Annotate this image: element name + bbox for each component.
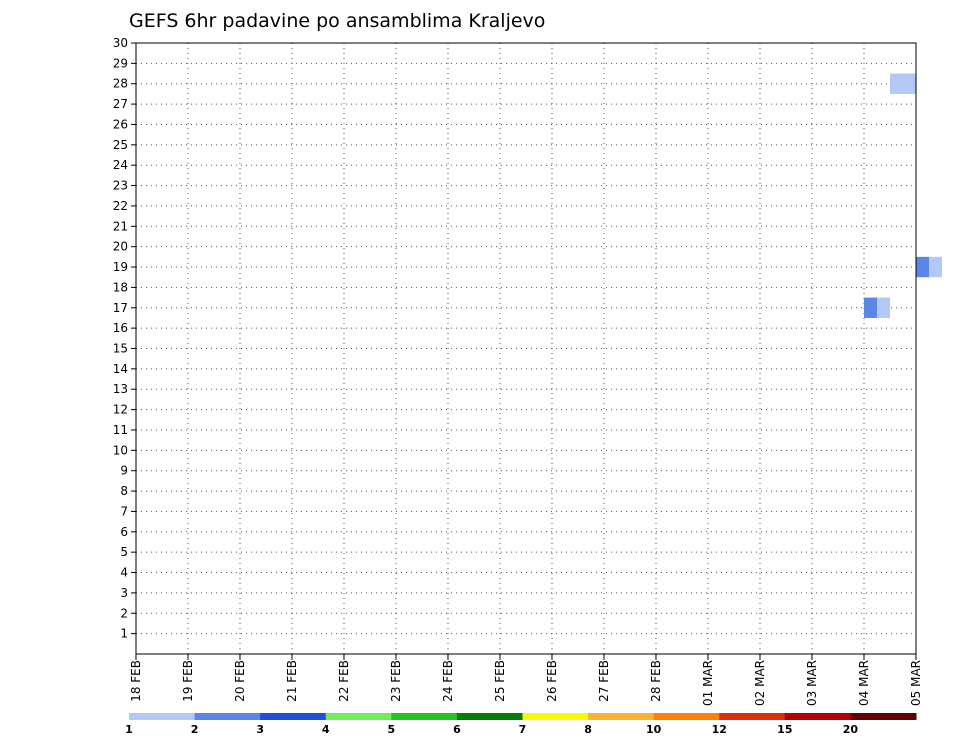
x-tick-label: 04 MAR — [857, 660, 871, 706]
colorbar-label: 5 — [388, 723, 396, 736]
y-tick-label: 9 — [120, 464, 128, 478]
y-tick-label: 18 — [113, 280, 128, 294]
colorbar-swatch — [194, 713, 261, 720]
y-tick-label: 10 — [113, 443, 128, 457]
colorbar-label: 6 — [453, 723, 461, 736]
y-tick-label: 27 — [113, 97, 128, 111]
x-tick-label: 02 MAR — [753, 660, 767, 706]
y-tick-label: 14 — [113, 362, 128, 376]
colorbar-label: 1 — [125, 723, 133, 736]
colorbar-swatch — [456, 713, 523, 720]
y-tick-label: 21 — [113, 219, 128, 233]
y-tick-label: 29 — [113, 56, 128, 70]
colorbar-label: 7 — [519, 723, 527, 736]
precip-cell — [916, 256, 929, 278]
colorbar-label: 8 — [584, 723, 592, 736]
y-tick-label: 1 — [120, 627, 128, 641]
x-tick-label: 18 FEB — [129, 660, 143, 702]
x-tick-label: 01 MAR — [701, 660, 715, 706]
colorbar-swatch — [325, 713, 392, 720]
x-tick-label: 20 FEB — [233, 660, 247, 702]
y-tick-label: 30 — [113, 36, 128, 50]
colorbar-swatch — [719, 713, 786, 720]
x-axis: 18 FEB 19 FEB 20 FEB 21 FEB 22 FEB 23 FEB 24 F… — [129, 654, 923, 706]
precip-cell — [903, 73, 916, 94]
y-tick-label: 28 — [113, 77, 128, 91]
y-tick-label: 4 — [120, 566, 128, 580]
y-tick-label: 13 — [113, 382, 128, 396]
colorbar-label: 4 — [322, 723, 330, 736]
colorbar-label: 20 — [843, 723, 859, 736]
y-tick-label: 25 — [113, 138, 128, 152]
y-tick-label: 23 — [113, 179, 128, 193]
y-tick-label: 17 — [113, 301, 128, 315]
y-axis: 1234567891011121314151617181920212223242… — [113, 36, 136, 641]
colorbar-legend: 1 2 3 4 5 6 7 8 10 12 15 20 — [125, 713, 917, 736]
y-tick-label: 11 — [113, 423, 128, 437]
x-tick-label: 21 FEB — [285, 660, 299, 702]
colorbar-label: 3 — [256, 723, 264, 736]
colorbar-label: 15 — [777, 723, 792, 736]
y-tick-label: 7 — [120, 504, 128, 518]
y-tick-label: 20 — [113, 240, 128, 254]
grid — [135, 43, 917, 654]
y-tick-label: 16 — [113, 321, 128, 335]
y-tick-label: 3 — [120, 586, 128, 600]
precip-cell — [929, 256, 942, 278]
data-cells — [864, 73, 942, 318]
x-tick-label: 19 FEB — [181, 660, 195, 702]
colorbar-swatch — [784, 713, 851, 720]
y-tick-label: 15 — [113, 342, 128, 356]
colorbar-label: 2 — [191, 723, 199, 736]
x-tick-label: 23 FEB — [389, 660, 403, 702]
precip-cell — [877, 297, 890, 318]
y-tick-label: 22 — [113, 199, 128, 213]
precip-cell — [890, 73, 903, 94]
precip-cell — [864, 297, 877, 318]
chart-title: GEFS 6hr padavine po ansamblima Kraljevo — [129, 10, 545, 32]
colorbar-swatch — [129, 713, 196, 720]
colorbar-swatch — [850, 713, 917, 720]
y-tick-label: 24 — [113, 158, 128, 172]
x-tick-label: 24 FEB — [441, 660, 455, 702]
y-tick-label: 26 — [113, 117, 128, 131]
colorbar-swatch — [588, 713, 655, 720]
colorbar-swatch — [260, 713, 327, 720]
x-tick-label: 22 FEB — [337, 660, 351, 702]
x-tick-label: 26 FEB — [545, 660, 559, 702]
y-tick-label: 2 — [120, 606, 128, 620]
x-tick-label: 03 MAR — [805, 660, 819, 706]
colorbar-swatch — [522, 713, 589, 720]
x-tick-label: 05 MAR — [909, 660, 923, 706]
x-tick-label: 25 FEB — [493, 660, 507, 702]
y-tick-label: 6 — [120, 525, 128, 539]
y-tick-label: 8 — [120, 484, 128, 498]
colorbar-swatch — [391, 713, 458, 720]
colorbar-swatch — [653, 713, 720, 720]
colorbar-label: 10 — [646, 723, 662, 736]
x-tick-label: 28 FEB — [649, 660, 663, 702]
y-tick-label: 19 — [113, 260, 128, 274]
y-tick-label: 5 — [120, 545, 128, 559]
colorbar-label: 12 — [712, 723, 727, 736]
y-tick-label: 12 — [113, 403, 128, 417]
x-tick-label: 27 FEB — [597, 660, 611, 702]
